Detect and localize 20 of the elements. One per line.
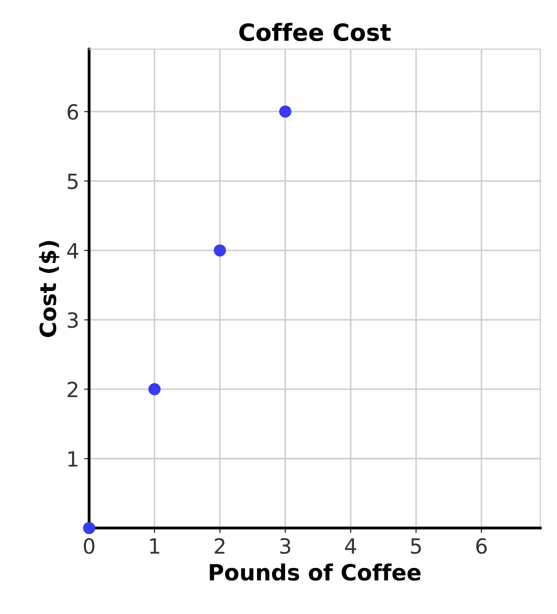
y-axis-title: Cost ($)	[39, 241, 60, 337]
x-tick-label: 1	[150, 538, 160, 554]
x-tick-label: 5	[411, 538, 421, 554]
point	[214, 244, 226, 256]
x-tick-label: 0	[84, 538, 94, 554]
point	[279, 106, 292, 118]
x-tick-label: 6	[476, 538, 487, 554]
x-tick-label: 3	[280, 538, 290, 554]
y-tick-label: 4	[67, 243, 78, 258]
y-tick-label: 2	[68, 382, 78, 398]
x-tick-label: 4	[345, 538, 356, 554]
point	[83, 522, 96, 534]
y-tick-label: 5	[68, 174, 78, 190]
y-tick-label: 1	[68, 451, 78, 467]
x-tick-label: 2	[214, 538, 224, 554]
point	[148, 383, 161, 396]
y-tick-label: 6	[68, 104, 78, 120]
y-tick-label: 3	[68, 312, 78, 328]
x-axis-title: Pounds of Coffee	[210, 563, 421, 581]
chart-title: Coffee Cost	[239, 22, 391, 42]
